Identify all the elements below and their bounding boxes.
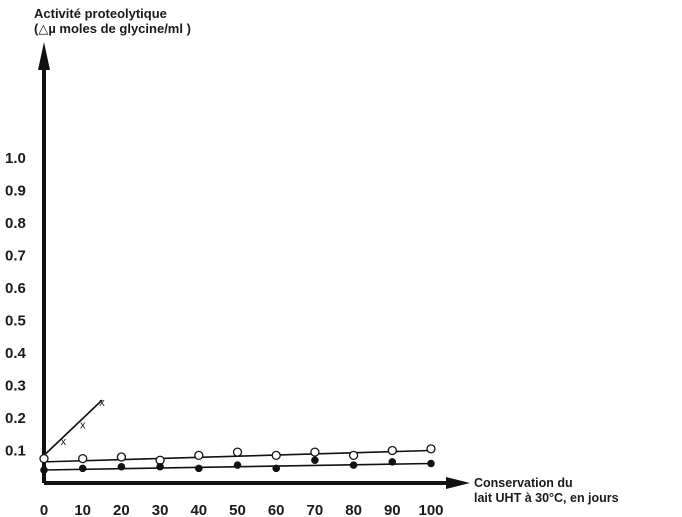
open-circle-point	[78, 453, 88, 464]
x-tick-label: 20	[113, 502, 130, 517]
open-circle-point	[232, 447, 243, 457]
y-axis-title: Activité proteolytique (△µ moles de glyc…	[34, 6, 191, 36]
y-tick-label: 0.2	[5, 410, 26, 427]
open-circle-point	[310, 447, 320, 457]
open-circle-point	[116, 452, 127, 462]
open-circle-point	[387, 445, 397, 456]
y-axis-title-line1: Activité proteolytique	[34, 6, 167, 21]
x-tick-label: 60	[268, 502, 285, 517]
x-tick-label: 100	[418, 502, 443, 517]
y-axis-arrow-icon	[38, 42, 50, 70]
x-axis-title-line2: lait UHT à 30°C, en jours	[474, 491, 619, 505]
filled-circle-point	[388, 458, 397, 466]
y-tick-label: 0.5	[5, 313, 26, 330]
x-tick-label: 10	[74, 502, 91, 517]
open-circle-point	[348, 450, 359, 461]
x-tick-label: 70	[307, 502, 324, 517]
filled-circle-point	[272, 464, 281, 473]
x-marker: x	[61, 436, 67, 448]
y-tick-label: 0.3	[5, 378, 26, 395]
x-tick-label: 80	[345, 502, 362, 517]
y-tick-label: 1.0	[5, 150, 26, 167]
filled-circle-point	[349, 461, 358, 469]
trend-line	[43, 399, 103, 456]
x-tick-label: 30	[152, 502, 169, 517]
y-tick-label: 0.1	[5, 443, 26, 460]
x-tick-label: 0	[40, 502, 48, 517]
filled-circle-point	[195, 464, 203, 473]
x-axis-title-line1: Conservation du	[474, 476, 573, 490]
open-circle-point	[426, 444, 436, 454]
x-tick-label: 90	[384, 502, 401, 517]
y-tick-label: 0.8	[5, 215, 26, 232]
x-axis-title: Conservation du lait UHT à 30°C, en jour…	[474, 476, 619, 506]
filled-circle-point	[311, 456, 319, 465]
open-circle-point	[194, 450, 204, 461]
open-circle-point	[39, 453, 49, 464]
filled-circle-point	[40, 466, 48, 474]
x-axis-arrow-icon	[446, 477, 470, 489]
x-marker: x	[99, 397, 105, 409]
x-tick-label: 40	[190, 502, 207, 517]
y-tick-label: 0.4	[5, 345, 27, 362]
filled-circle-point	[233, 461, 242, 469]
open-circle-point	[271, 450, 281, 461]
x-marker: x	[80, 420, 86, 432]
filled-circle-point	[78, 464, 87, 473]
x-tick-label: 50	[229, 502, 246, 517]
filled-circle-point	[156, 462, 164, 471]
y-tick-label: 0.7	[5, 248, 26, 265]
y-tick-label: 0.9	[5, 183, 26, 200]
filled-circle-point	[117, 462, 126, 471]
y-axis-title-line2: (△µ moles de glycine/ml )	[34, 21, 191, 36]
filled-circle-point	[427, 459, 435, 468]
y-tick-label: 0.6	[5, 280, 26, 297]
